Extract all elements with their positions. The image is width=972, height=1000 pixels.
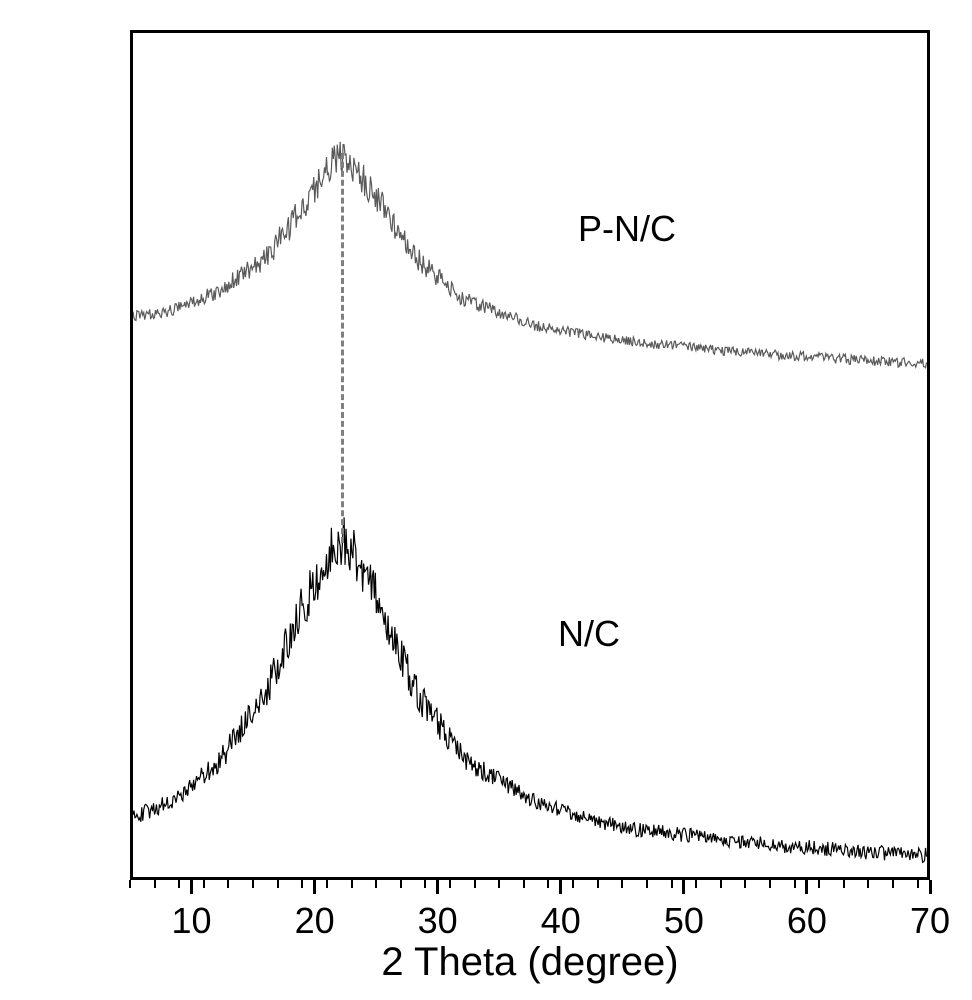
x-tick-minor — [720, 880, 722, 888]
x-tick-minor — [424, 880, 426, 888]
x-tick-minor — [867, 880, 869, 888]
x-tick-major — [682, 880, 685, 894]
x-tick-minor — [449, 880, 451, 888]
x-tick-major — [313, 880, 316, 894]
x-tick-minor — [818, 880, 820, 888]
x-tick-minor — [621, 880, 623, 888]
x-tick-minor — [400, 880, 402, 888]
x-tick-major — [436, 880, 439, 894]
x-tick-minor — [375, 880, 377, 888]
x-tick-minor — [154, 880, 156, 888]
x-tick-minor — [227, 880, 229, 888]
x-tick-label: 30 — [418, 900, 458, 942]
x-tick-label: 40 — [541, 900, 581, 942]
x-tick-minor — [351, 880, 353, 888]
x-tick-minor — [695, 880, 697, 888]
x-tick-minor — [252, 880, 254, 888]
x-tick-minor — [769, 880, 771, 888]
x-tick-minor — [203, 880, 205, 888]
x-tick-major — [929, 880, 932, 894]
x-tick-label: 60 — [787, 900, 827, 942]
plot-area: P-N/C N/C — [130, 30, 930, 880]
x-tick-minor — [178, 880, 180, 888]
x-tick-minor — [277, 880, 279, 888]
x-tick-label: 10 — [172, 900, 212, 942]
x-tick-minor — [301, 880, 303, 888]
x-tick-minor — [523, 880, 525, 888]
x-tick-minor — [794, 880, 796, 888]
x-tick-major — [805, 880, 808, 894]
xrd-chart: Intensity (a.u.) 2 Theta (degree) P-N/CN… — [0, 0, 972, 1000]
trace-n-c — [133, 517, 927, 862]
x-tick-minor — [474, 880, 476, 888]
x-tick-minor — [671, 880, 673, 888]
x-tick-major — [190, 880, 193, 894]
x-tick-minor — [572, 880, 574, 888]
x-tick-minor — [917, 880, 919, 888]
trace-p-n-c — [133, 142, 927, 368]
trace-svg — [133, 33, 927, 877]
x-tick-minor — [547, 880, 549, 888]
x-tick-minor — [498, 880, 500, 888]
x-tick-minor — [129, 880, 131, 888]
x-tick-label: 70 — [910, 900, 950, 942]
x-tick-minor — [646, 880, 648, 888]
x-tick-label: 20 — [295, 900, 335, 942]
x-tick-minor — [843, 880, 845, 888]
x-tick-minor — [326, 880, 328, 888]
x-tick-minor — [892, 880, 894, 888]
series-label-n-c: N/C — [558, 613, 620, 655]
x-tick-major — [559, 880, 562, 894]
series-label-p-n-c: P-N/C — [578, 208, 676, 250]
x-axis-label: 2 Theta (degree) — [381, 940, 678, 985]
peak-reference-line — [341, 153, 344, 543]
x-tick-label: 50 — [664, 900, 704, 942]
x-tick-minor — [597, 880, 599, 888]
x-tick-minor — [744, 880, 746, 888]
